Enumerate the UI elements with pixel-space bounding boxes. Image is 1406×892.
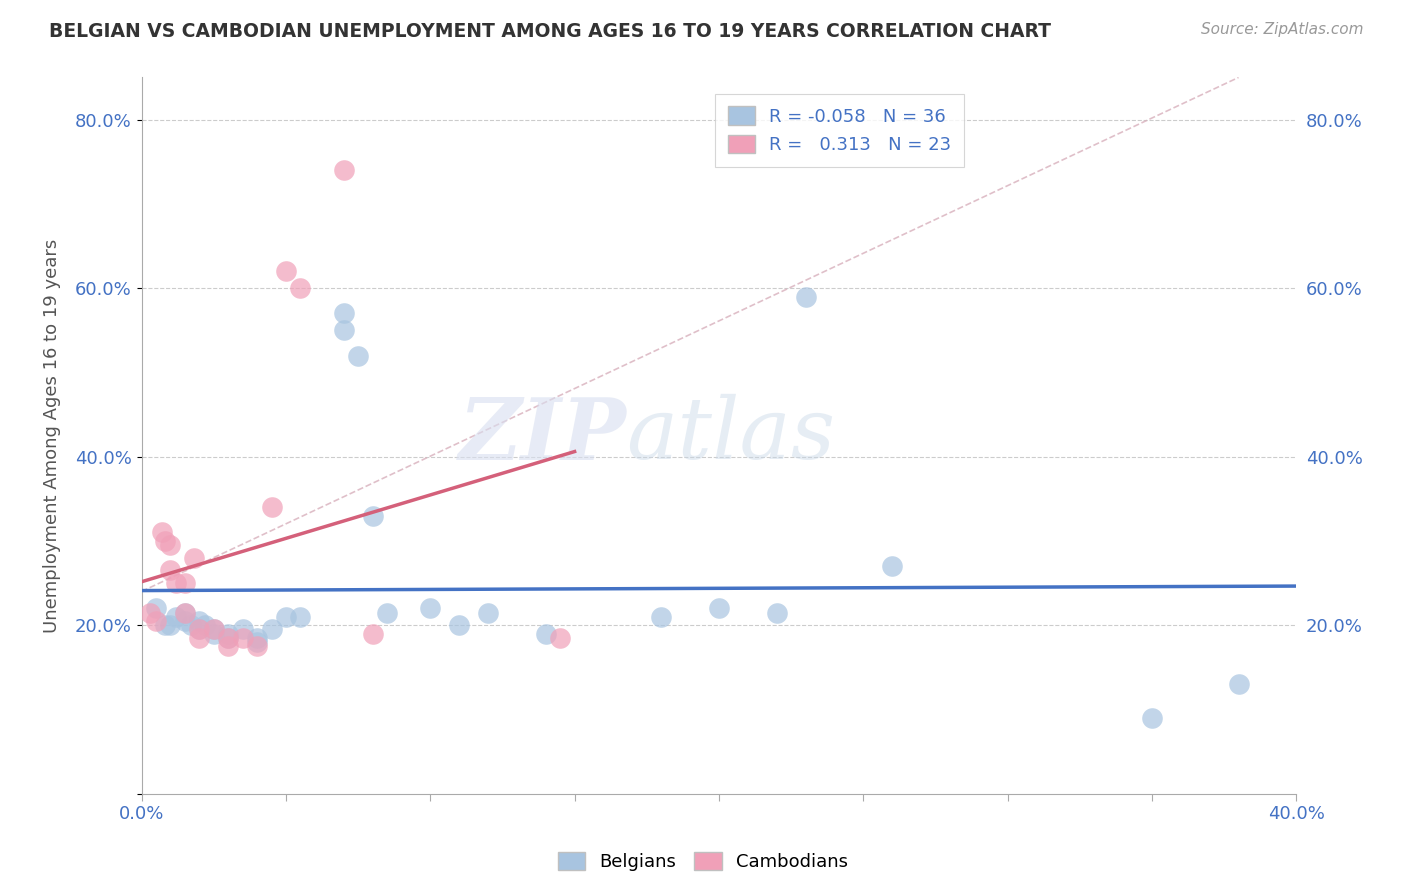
- Point: [217, 639, 239, 653]
- Point: [232, 623, 254, 637]
- Point: [202, 623, 225, 637]
- Point: [260, 500, 283, 515]
- Point: [174, 614, 197, 628]
- Point: [361, 508, 384, 523]
- Point: [347, 349, 370, 363]
- Point: [174, 576, 197, 591]
- Point: [477, 606, 499, 620]
- Text: ZIP: ZIP: [458, 393, 627, 477]
- Point: [217, 631, 239, 645]
- Point: [188, 623, 211, 637]
- Point: [145, 614, 167, 628]
- Point: [650, 609, 672, 624]
- Point: [1140, 711, 1163, 725]
- Text: atlas: atlas: [627, 394, 835, 477]
- Point: [153, 618, 176, 632]
- Point: [139, 606, 162, 620]
- Point: [232, 631, 254, 645]
- Point: [274, 609, 297, 624]
- Text: BELGIAN VS CAMBODIAN UNEMPLOYMENT AMONG AGES 16 TO 19 YEARS CORRELATION CHART: BELGIAN VS CAMBODIAN UNEMPLOYMENT AMONG …: [49, 22, 1052, 41]
- Point: [1227, 677, 1250, 691]
- Point: [246, 631, 269, 645]
- Point: [180, 618, 202, 632]
- Text: Source: ZipAtlas.com: Source: ZipAtlas.com: [1201, 22, 1364, 37]
- Point: [153, 533, 176, 548]
- Point: [188, 631, 211, 645]
- Point: [183, 550, 205, 565]
- Point: [332, 323, 354, 337]
- Point: [375, 606, 398, 620]
- Point: [260, 623, 283, 637]
- Point: [765, 606, 787, 620]
- Point: [194, 618, 217, 632]
- Point: [159, 618, 181, 632]
- Legend: Belgians, Cambodians: Belgians, Cambodians: [551, 845, 855, 879]
- Point: [548, 631, 571, 645]
- Point: [202, 623, 225, 637]
- Point: [361, 626, 384, 640]
- Point: [882, 559, 904, 574]
- Point: [174, 606, 197, 620]
- Point: [159, 563, 181, 577]
- Point: [707, 601, 730, 615]
- Point: [246, 635, 269, 649]
- Point: [332, 306, 354, 320]
- Point: [419, 601, 441, 615]
- Point: [188, 623, 211, 637]
- Point: [290, 609, 312, 624]
- Point: [202, 626, 225, 640]
- Point: [188, 614, 211, 628]
- Point: [217, 626, 239, 640]
- Point: [174, 606, 197, 620]
- Point: [150, 525, 173, 540]
- Y-axis label: Unemployment Among Ages 16 to 19 years: Unemployment Among Ages 16 to 19 years: [44, 238, 60, 632]
- Legend: R = -0.058   N = 36, R =   0.313   N = 23: R = -0.058 N = 36, R = 0.313 N = 23: [716, 94, 965, 167]
- Point: [794, 289, 817, 303]
- Point: [332, 163, 354, 178]
- Point: [290, 281, 312, 295]
- Point: [449, 618, 471, 632]
- Point: [145, 601, 167, 615]
- Point: [165, 576, 187, 591]
- Point: [165, 609, 187, 624]
- Point: [534, 626, 557, 640]
- Point: [159, 538, 181, 552]
- Point: [217, 631, 239, 645]
- Point: [274, 264, 297, 278]
- Point: [246, 639, 269, 653]
